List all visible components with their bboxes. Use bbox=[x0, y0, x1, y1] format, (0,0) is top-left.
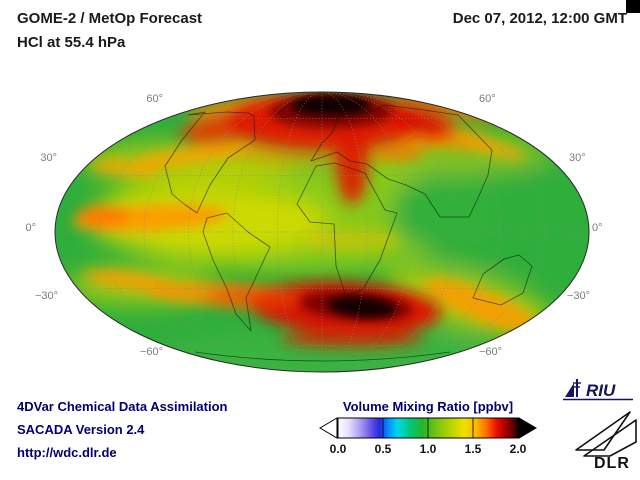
footer-line-url: http://wdc.dlr.de bbox=[17, 445, 117, 460]
colorbar-under-arrow bbox=[319, 417, 338, 439]
lat-label-right--30: −30° bbox=[567, 290, 591, 302]
colorbar-tick-1.0: 1.0 bbox=[419, 442, 437, 456]
map-boundary bbox=[54, 91, 590, 373]
lat-label-right-0: 0° bbox=[592, 222, 603, 234]
colorbar-tick-2.0: 2.0 bbox=[509, 442, 527, 456]
lat-label-left--30: −30° bbox=[34, 290, 58, 302]
colorbar-tick-1.5: 1.5 bbox=[464, 442, 482, 456]
footer-line-version: SACADA Version 2.4 bbox=[17, 422, 145, 437]
colorbar-over-arrow bbox=[518, 417, 537, 439]
lat-label-left-0: 0° bbox=[25, 222, 36, 234]
corner-mark bbox=[626, 0, 640, 13]
lat-label-right-60: 60° bbox=[479, 93, 496, 105]
colorbar bbox=[319, 417, 537, 439]
colorbar-tick-0.5: 0.5 bbox=[374, 442, 392, 456]
colorbar-title: Volume Mixing Ratio [ppbv] bbox=[342, 399, 514, 414]
lat-label-right-30: 30° bbox=[569, 152, 586, 164]
riu-logo-icon: RIU bbox=[563, 379, 633, 401]
colorbar-tick-0.0: 0.0 bbox=[329, 442, 347, 456]
lat-label-left-30: 30° bbox=[40, 152, 57, 164]
graticule bbox=[55, 92, 589, 372]
page-title-line2: HCl at 55.4 hPa bbox=[17, 34, 126, 51]
colorbar-tick-marks bbox=[382, 418, 474, 438]
footer-line-assimilation: 4DVar Chemical Data Assimilation bbox=[17, 399, 228, 414]
lat-label-left--60: −60° bbox=[139, 346, 163, 358]
dlr-logo-text: DLR bbox=[594, 455, 630, 472]
lat-label-right--60: −60° bbox=[479, 346, 503, 358]
timestamp: Dec 07, 2012, 12:00 GMT bbox=[452, 10, 627, 27]
dlr-logo-icon: DLR bbox=[575, 411, 637, 472]
lat-label-left-60: 60° bbox=[146, 93, 163, 105]
riu-logo-text: RIU bbox=[586, 381, 616, 400]
map-data-layers bbox=[55, 92, 589, 372]
page-title-line1: GOME-2 / MetOp Forecast bbox=[17, 10, 203, 27]
coastlines bbox=[164, 103, 533, 362]
